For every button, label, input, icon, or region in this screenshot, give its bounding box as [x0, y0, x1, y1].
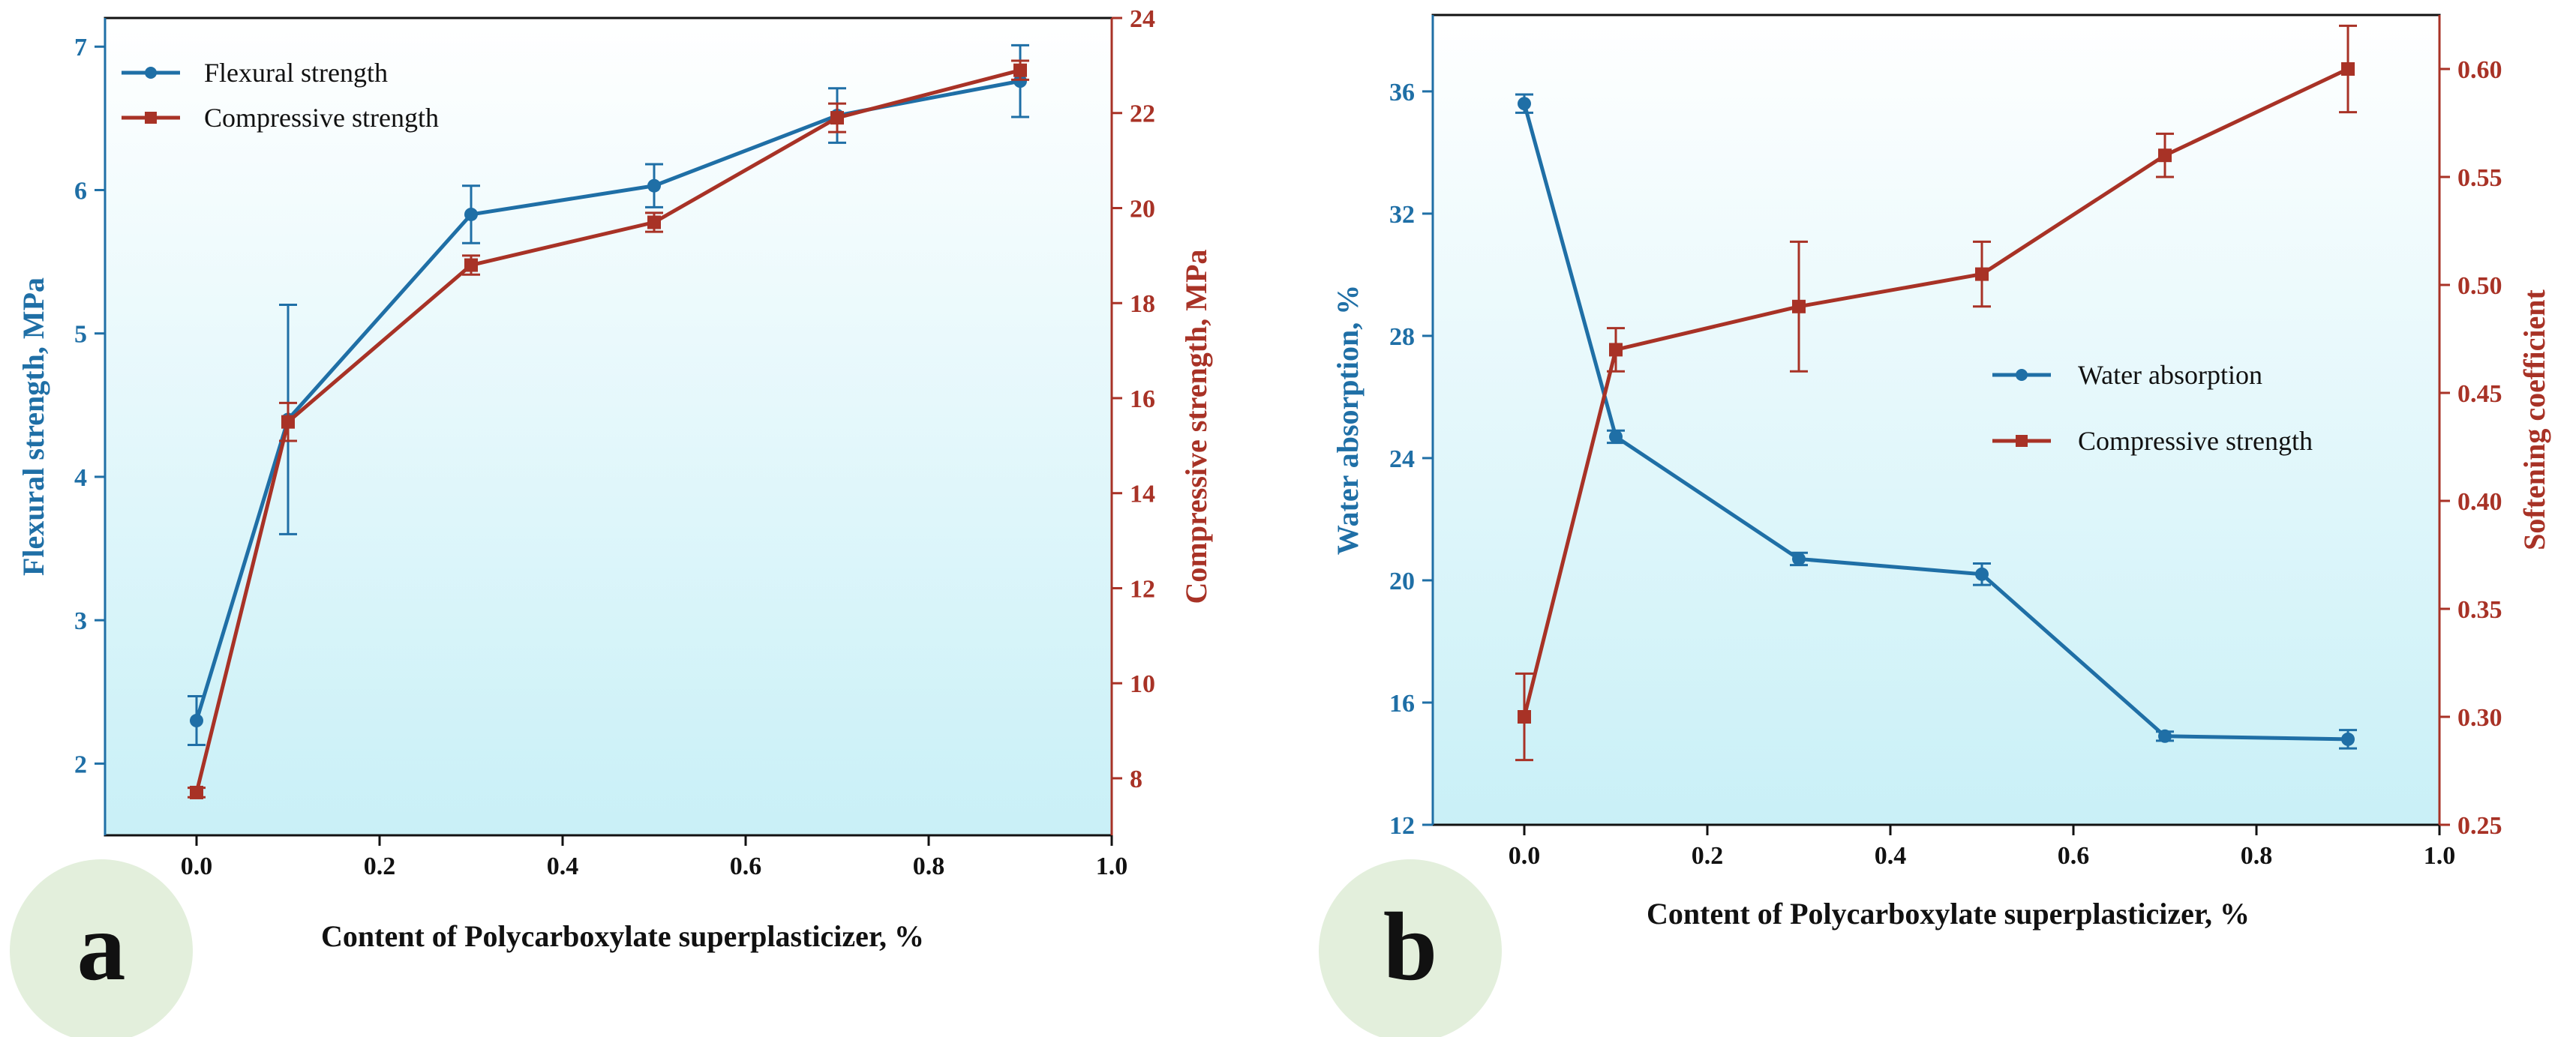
panel-b-right-axis-title: Softening coefficient — [2517, 289, 2551, 550]
right-tick-label: 0.60 — [2457, 56, 2502, 84]
legend-label-water-absorption: Water absorption — [2078, 360, 2262, 390]
panel-a-letter: a — [77, 893, 126, 1001]
x-tick-label: 0.6 — [730, 853, 762, 880]
left-tick-label: 2 — [74, 751, 87, 778]
right-tick-label: 0.40 — [2457, 488, 2502, 516]
data-point-flexural-strength — [190, 714, 203, 728]
right-tick-label: 14 — [1130, 481, 1155, 508]
data-point-water-absorption — [1518, 97, 1531, 111]
data-point-compressive-strength — [464, 258, 478, 272]
legend-marker-flexural — [145, 67, 157, 79]
data-point-water-absorption — [1609, 430, 1623, 444]
right-tick-label: 0.45 — [2457, 380, 2502, 408]
legend-label-compressive: Compressive strength — [204, 103, 439, 133]
series-line-water-absorption — [1522, 103, 2349, 742]
legend-marker-compressive-b — [2016, 435, 2028, 447]
panel-b-plot-area — [1431, 13, 2441, 826]
series-line-compressive-strength — [1522, 67, 2349, 718]
x-tick-label: 0.2 — [1692, 842, 1724, 870]
right-tick-label: 10 — [1130, 670, 1155, 698]
right-tick-label: 0.30 — [2457, 704, 2502, 732]
x-tick-label: 1.0 — [2424, 842, 2456, 870]
x-tick-label: 0.4 — [1875, 842, 1907, 870]
data-point-compressive-strength — [830, 111, 844, 125]
panel-b-chart: 0.0 0.2 0.4 0.6 0.8 1.0 12 16 20 24 28 32 36 0.25 0.… — [1331, 13, 2551, 931]
data-point-compressive-strength — [647, 215, 661, 229]
series-line-compressive-strength — [194, 68, 1021, 793]
legend-marker-compressive — [145, 112, 157, 124]
left-tick-label: 28 — [1389, 323, 1415, 351]
data-point-flexural-strength — [464, 207, 478, 221]
right-tick-label: 20 — [1130, 195, 1155, 223]
data-point-water-absorption — [2158, 729, 2172, 743]
right-tick-label: 0.50 — [2457, 272, 2502, 300]
data-point-water-absorption — [1975, 567, 1989, 581]
legend-label-flexural: Flexural strength — [204, 58, 388, 88]
right-tick-label: 16 — [1130, 385, 1155, 413]
panel-a-plot-area — [104, 16, 1113, 837]
x-tick-label: 0.8 — [2241, 842, 2273, 870]
legend-marker-water-absorption — [2016, 369, 2028, 381]
x-tick-label: 0.0 — [1509, 842, 1541, 870]
right-tick-label: 24 — [1130, 5, 1155, 33]
x-tick-label: 1.0 — [1096, 853, 1128, 880]
right-tick-label: 0.55 — [2457, 164, 2502, 192]
panel-b-left-axis-title: Water absorption, % — [1331, 285, 1365, 555]
left-tick-label: 16 — [1389, 690, 1415, 718]
right-tick-label: 22 — [1130, 100, 1155, 128]
x-tick-label: 0.6 — [2058, 842, 2090, 870]
panel-a-x-axis-title: Content of Polycarboxylate superplastici… — [321, 919, 924, 953]
data-point-compressive-strength — [1975, 267, 1989, 281]
data-point-water-absorption — [2341, 732, 2355, 746]
legend-label-compressive-b: Compressive strength — [2078, 426, 2313, 456]
data-point-compressive-strength — [190, 785, 203, 799]
data-point-compressive-strength — [2341, 62, 2355, 76]
x-tick-label: 0.2 — [364, 853, 396, 880]
panel-b-letter: b — [1383, 893, 1437, 1001]
data-point-compressive-strength — [2158, 148, 2172, 163]
panel-b-badge: b — [1319, 859, 1502, 1037]
data-point-compressive-strength — [1609, 343, 1623, 357]
data-point-compressive-strength — [281, 415, 295, 429]
panel-a-right-axis-title: Compressive strength, MPa — [1179, 250, 1213, 604]
panel-b-x-axis-title: Content of Polycarboxylate superplastici… — [1647, 897, 2250, 931]
left-tick-label: 12 — [1389, 812, 1415, 840]
data-point-compressive-strength — [1792, 299, 1806, 313]
x-tick-label: 0.4 — [547, 853, 579, 880]
left-tick-label: 20 — [1389, 568, 1415, 595]
x-tick-label: 0.8 — [913, 853, 945, 880]
left-tick-label: 6 — [74, 177, 87, 205]
panel-b-badge-circle — [1319, 859, 1502, 1037]
panel-a-chart: 0.0 0.2 0.4 0.6 0.8 1.0 2 3 4 5 6 7 8 10 12 14 16 18 20 2… — [17, 5, 1213, 953]
panel-a-left-axis-title: Flexural strength, MPa — [17, 277, 50, 576]
right-tick-label: 0.35 — [2457, 596, 2502, 624]
right-tick-label: 12 — [1130, 575, 1155, 603]
panel-a-badge-circle — [10, 859, 193, 1037]
x-tick-label: 0.0 — [181, 853, 213, 880]
left-tick-label: 3 — [74, 607, 87, 635]
data-point-flexural-strength — [1013, 74, 1027, 88]
left-tick-label: 4 — [74, 464, 87, 492]
left-tick-label: 7 — [74, 34, 87, 61]
right-tick-label: 18 — [1130, 290, 1155, 318]
left-tick-label: 5 — [74, 321, 87, 349]
data-point-flexural-strength — [647, 178, 661, 193]
left-tick-label: 32 — [1389, 201, 1415, 229]
data-point-water-absorption — [1792, 552, 1806, 566]
panel-a-badge: a — [10, 859, 193, 1037]
right-tick-label: 8 — [1130, 766, 1142, 793]
data-point-compressive-strength — [1013, 63, 1027, 77]
right-tick-label: 0.25 — [2457, 812, 2502, 840]
left-tick-label: 24 — [1389, 445, 1415, 473]
left-tick-label: 36 — [1389, 79, 1415, 106]
data-point-compressive-strength — [1518, 710, 1531, 724]
